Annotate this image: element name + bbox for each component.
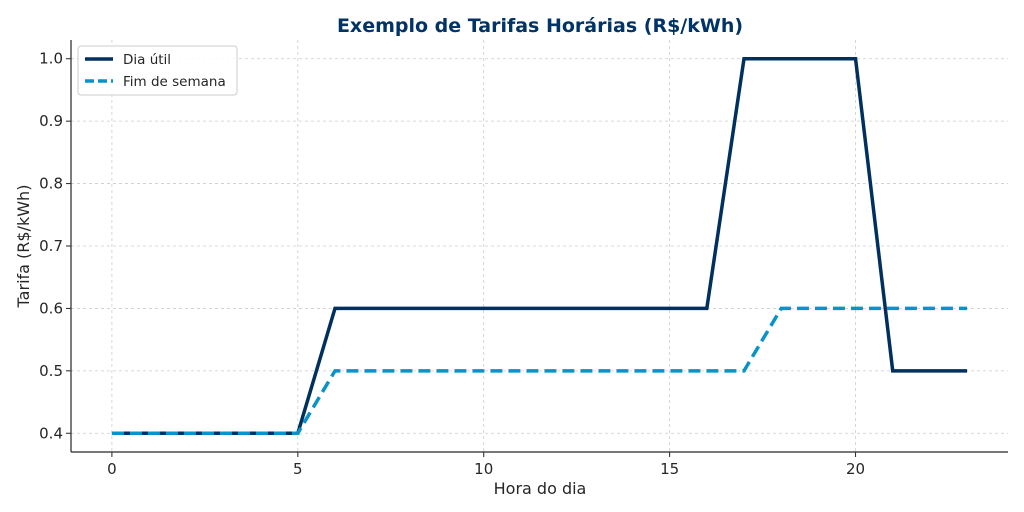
legend-entry-label: Fim de semana [123,74,226,90]
x-tick-label: 0 [107,460,117,478]
x-tick-label: 20 [846,460,865,478]
legend-entry-label: Dia útil [123,52,171,68]
x-axis-label: Hora do dia [494,479,587,498]
y-tick-label: 0.4 [39,424,63,442]
chart-title: Exemplo de Tarifas Horárias (R$/kWh) [337,15,743,37]
y-axis-label: Tarifa (R$/kWh) [14,185,33,309]
series-line-dia-util [111,56,968,436]
tick-labels: 0 5 10 15 20 0.4 0.5 0.6 0.7 0.8 0.9 1.0 [39,50,865,478]
y-tick-label: 0.8 [39,175,63,193]
series-lines [111,56,968,436]
y-tick-label: 0.6 [39,299,63,317]
y-tick-label: 0.5 [39,362,63,380]
legend-box [77,45,238,96]
x-tick-label: 10 [474,460,493,478]
x-tick-label: 15 [660,460,679,478]
x-tick-label: 5 [293,460,303,478]
legend: Dia útil Fim de semana [77,45,238,96]
y-tick-label: 0.9 [39,112,63,130]
grid-lines [71,40,1008,452]
series-line-fim-de-semana [111,306,968,436]
y-tick-label: 0.7 [39,237,63,255]
y-tick-label: 1.0 [39,50,63,68]
